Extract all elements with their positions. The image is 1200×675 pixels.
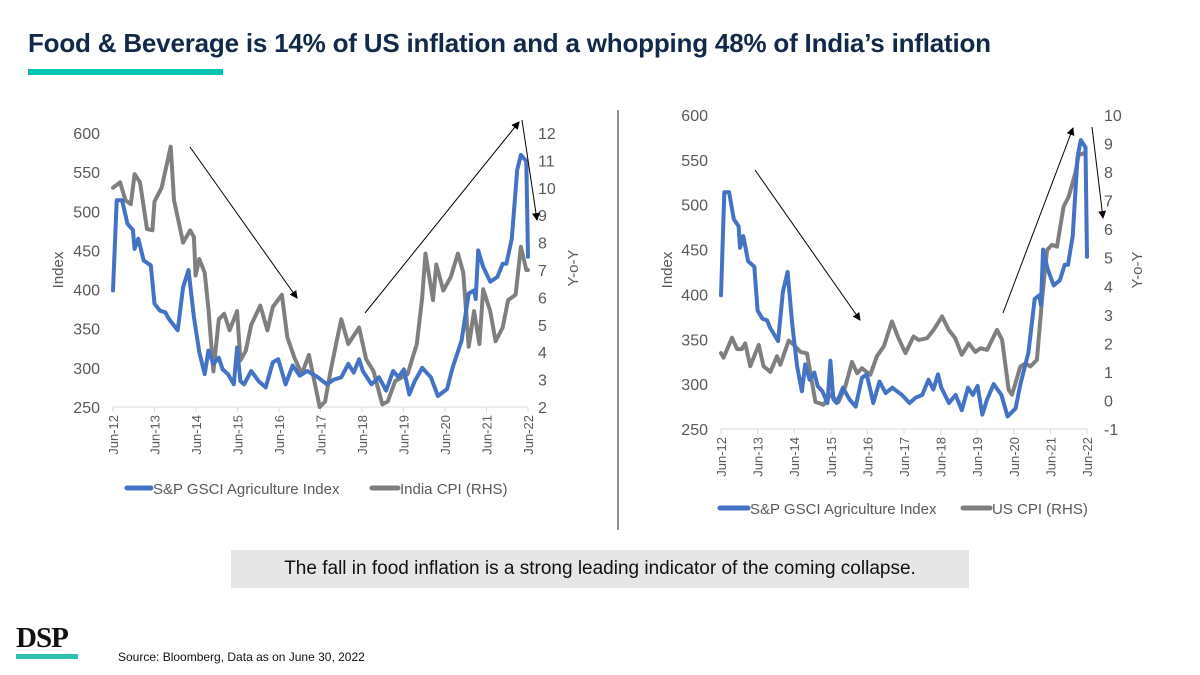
y2-tick-label: 0 [1104,393,1113,410]
y2-tick-label: 2 [1104,336,1113,353]
x-tick-label: Jun-15 [824,437,839,477]
y2-tick-label: 12 [538,126,556,143]
y-tick-label: 600 [681,108,708,125]
y2-tick-label: 3 [538,373,547,390]
x-tick-label: Jun-13 [148,415,163,455]
arrow-down-trend [754,169,861,321]
source-note: Source: Bloomberg, Data as on June 30, 2… [118,650,365,664]
y-tick-label: 450 [681,243,708,260]
series-line-agri-index [719,138,1089,419]
x-tick-label: Jun-12 [106,415,121,455]
y-tick-label: 450 [73,243,100,260]
y-tick-label: 250 [73,400,100,417]
title-underline [28,69,223,75]
x-tick-label: Jun-17 [314,415,329,455]
y-tick-label: 250 [681,422,708,439]
y2-tick-label: 8 [1104,165,1113,182]
series-line-cpi [111,144,530,409]
y2-tick-label: 6 [1104,222,1113,239]
legend-label: India CPI (RHS) [400,481,508,498]
y-tick-label: 350 [681,332,708,349]
arrow-up-trend [364,121,520,314]
x-tick-label: Jun-19 [397,415,412,455]
x-tick-label: Jun-12 [714,437,729,477]
x-tick-label: Jun-20 [438,415,453,455]
x-tick-label: Jun-14 [189,415,204,455]
x-tick-label: Jun-22 [1080,437,1095,477]
x-tick-label: Jun-18 [355,415,370,455]
y2-tick-label: 1 [1104,365,1113,382]
arrow-up-trend [1002,127,1075,314]
logo-bar [16,654,78,659]
y-tick-label: 300 [73,361,100,378]
y2-tick-label: 6 [538,290,547,307]
arrow-recent-fall [521,119,540,221]
x-tick-label: Jun-16 [272,415,287,455]
slide-title: Food & Beverage is 14% of US inflation a… [28,28,991,58]
y-tick-label: 400 [681,287,708,304]
x-tick-label: Jun-15 [231,415,246,455]
x-tick-label: Jun-19 [970,437,985,477]
arrow-recent-fall [1091,126,1107,219]
y-tick-label: 300 [681,377,708,394]
y2-tick-label: 8 [538,236,547,253]
dsp-logo: DSP [16,622,69,654]
y2-tick-label: -1 [1104,422,1118,439]
y-tick-label: 550 [73,165,100,182]
x-tick-label: Jun-14 [787,437,802,477]
y2-tick-label: 10 [538,181,556,198]
y2-tick-label: 10 [1104,108,1122,125]
series-line-cpi [719,151,1088,407]
x-tick-label: Jun-16 [860,437,875,477]
x-tick-label: Jun-22 [521,415,536,455]
y2-tick-label: 9 [538,208,547,225]
us-chart: Jun-12 Jun-13 Jun-14 Jun-15 Jun-16 Jun-17 Jun-… [659,108,1146,518]
y2-axis-title: Y-o-Y [1129,252,1146,289]
y-tick-label: 550 [681,153,708,170]
y2-tick-label: 7 [538,263,547,280]
x-tick-label: Jun-13 [751,437,766,477]
trend-arrows [189,119,1107,321]
y-tick-label: 500 [681,198,708,215]
y2-tick-label: 2 [538,400,547,417]
callout-box: The fall in food inflation is a strong l… [231,550,969,588]
y2-tick-label: 3 [1104,308,1113,325]
x-tick-label: Jun-21 [480,415,495,455]
y-axis-title: Index [50,251,67,288]
x-tick-label: Jun-20 [1007,437,1022,477]
legend-label: S&P GSCI Agriculture Index [750,501,937,518]
y-tick-label: 600 [73,126,100,143]
x-tick-label: Jun-17 [897,437,912,477]
y2-tick-label: 4 [538,345,547,362]
y-tick-label: 500 [73,204,100,221]
series-line-agri-index [111,152,530,398]
y2-tick-label: 5 [1104,251,1113,268]
india-chart: Jun-12 Jun-13 Jun-14 Jun-15 Jun-16 Jun-17 Jun-… [50,126,582,498]
y2-tick-label: 11 [538,153,555,170]
arrow-down-trend [189,146,298,299]
y2-tick-label: 5 [538,318,547,335]
y2-tick-label: 4 [1104,279,1113,296]
legend-label: S&P GSCI Agriculture Index [153,481,340,498]
y-tick-label: 400 [73,283,100,300]
y-axis-title: Index [659,251,676,288]
legend-label: US CPI (RHS) [992,501,1088,518]
y2-tick-label: 9 [1104,137,1113,154]
y2-axis-title: Y-o-Y [565,250,582,287]
x-tick-label: Jun-21 [1043,437,1058,477]
x-tick-label: Jun-18 [934,437,949,477]
y2-tick-label: 7 [1104,194,1113,211]
y-tick-label: 350 [73,322,100,339]
